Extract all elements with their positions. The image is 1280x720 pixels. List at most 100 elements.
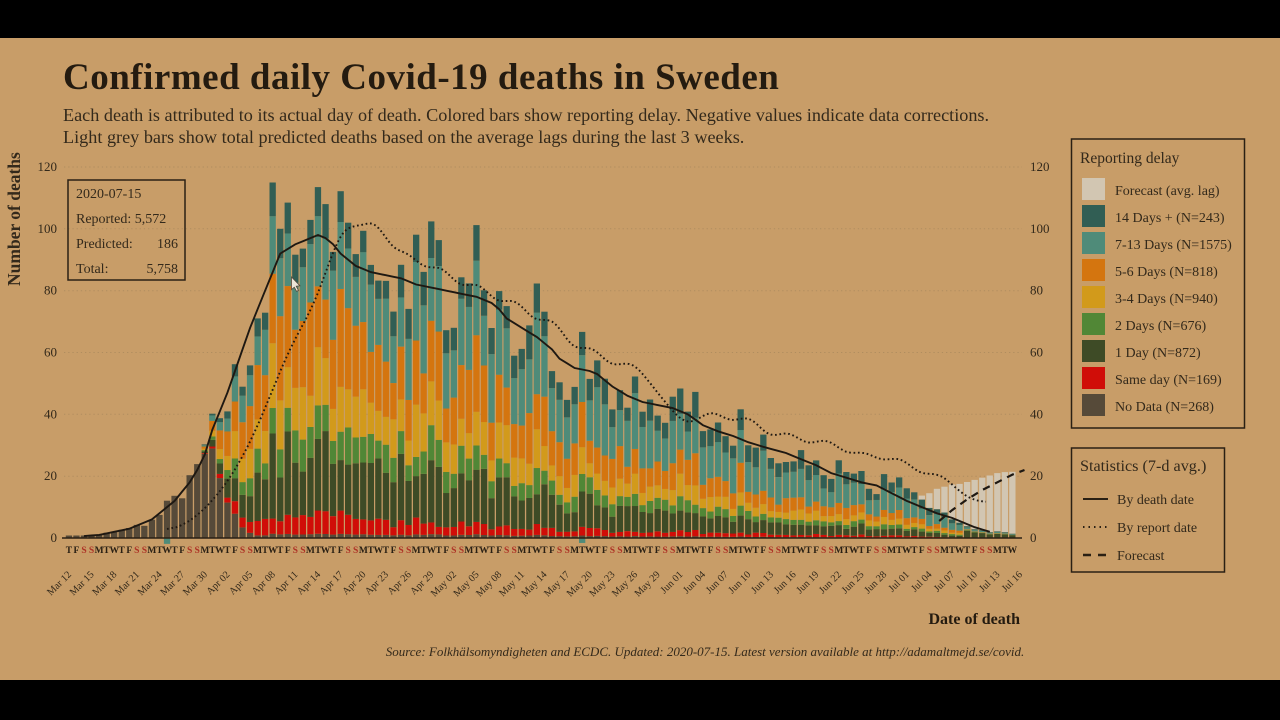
svg-text:Apr 20: Apr 20 <box>340 569 368 597</box>
svg-text:14 Days + (N=243): 14 Days + (N=243) <box>1115 211 1225 226</box>
svg-text:S: S <box>663 546 668 556</box>
svg-text:F: F <box>813 546 819 556</box>
svg-text:S: S <box>81 546 86 556</box>
svg-text:T: T <box>262 546 269 556</box>
svg-text:S: S <box>187 546 192 556</box>
svg-text:Number of deaths: Number of deaths <box>4 152 24 286</box>
svg-text:T: T <box>949 546 956 556</box>
svg-text:Confirmed daily Covid-19 death: Confirmed daily Covid-19 deaths in Swede… <box>63 57 779 98</box>
svg-text:T: T <box>330 546 337 556</box>
svg-text:T: T <box>805 546 812 556</box>
svg-text:Mar 12: Mar 12 <box>45 569 74 598</box>
svg-text:Predicted:: Predicted: <box>76 237 133 252</box>
svg-text:Reporting delay: Reporting delay <box>1080 150 1180 167</box>
svg-text:S: S <box>670 546 675 556</box>
svg-text:S: S <box>240 546 245 556</box>
svg-text:T: T <box>368 546 375 556</box>
svg-text:S: S <box>776 546 781 556</box>
svg-text:80: 80 <box>44 283 57 298</box>
svg-text:W: W <box>162 546 172 556</box>
svg-text:5,758: 5,758 <box>147 262 179 277</box>
svg-text:S: S <box>610 546 615 556</box>
svg-text:W: W <box>215 546 225 556</box>
svg-text:F: F <box>972 546 978 556</box>
svg-text:By report date: By report date <box>1117 521 1197 536</box>
svg-text:20: 20 <box>1030 468 1043 483</box>
svg-text:M: M <box>782 546 791 556</box>
svg-text:S: S <box>142 546 147 556</box>
svg-text:W: W <box>109 546 119 556</box>
svg-text:T: T <box>700 546 707 556</box>
svg-text:Jun 10: Jun 10 <box>727 569 754 596</box>
svg-text:M: M <box>729 546 738 556</box>
svg-text:Reported: 5,572: Reported: 5,572 <box>76 212 166 227</box>
svg-text:Jun 01: Jun 01 <box>659 569 686 596</box>
svg-text:Apr 05: Apr 05 <box>227 569 255 597</box>
svg-text:Statistics (7-d avg.): Statistics (7-d avg.) <box>1080 457 1206 475</box>
svg-text:Total:: Total: <box>76 262 108 277</box>
svg-text:T: T <box>964 546 971 556</box>
svg-text:F: F <box>919 546 925 556</box>
svg-text:Jul 04: Jul 04 <box>909 569 934 594</box>
svg-text:W: W <box>479 546 489 556</box>
svg-text:Forecast (avg. lag): Forecast (avg. lag) <box>1115 184 1220 199</box>
svg-text:Jul 16: Jul 16 <box>1000 569 1025 594</box>
svg-text:100: 100 <box>38 221 58 236</box>
svg-text:S: S <box>987 546 992 556</box>
svg-text:M: M <box>306 546 315 556</box>
svg-text:S: S <box>821 546 826 556</box>
svg-text:T: T <box>632 546 639 556</box>
svg-text:60: 60 <box>1030 345 1043 360</box>
svg-text:W: W <box>585 546 595 556</box>
svg-text:Light grey bars show total pre: Light grey bars show total predicted dea… <box>63 127 744 147</box>
svg-text:S: S <box>874 546 879 556</box>
svg-text:S: S <box>557 546 562 556</box>
svg-text:Mar 27: Mar 27 <box>158 569 187 598</box>
svg-text:T: T <box>224 546 231 556</box>
svg-text:M: M <box>147 546 156 556</box>
svg-text:40: 40 <box>1030 406 1043 421</box>
svg-text:40: 40 <box>44 406 57 421</box>
svg-text:T: T <box>488 546 495 556</box>
svg-text:Jun 04: Jun 04 <box>681 569 708 596</box>
svg-text:F: F <box>73 546 79 556</box>
svg-text:M: M <box>412 546 421 556</box>
svg-text:186: 186 <box>157 237 178 252</box>
svg-text:F: F <box>285 546 291 556</box>
svg-text:T: T <box>436 546 443 556</box>
svg-text:S: S <box>300 546 305 556</box>
svg-text:0: 0 <box>1030 530 1037 545</box>
svg-text:M: M <box>253 546 262 556</box>
svg-text:T: T <box>579 546 586 556</box>
svg-text:W: W <box>955 546 965 556</box>
svg-text:F: F <box>179 546 185 556</box>
svg-text:W: W <box>268 546 278 556</box>
svg-text:M: M <box>993 546 1002 556</box>
svg-text:S: S <box>934 546 939 556</box>
svg-text:Apr 11: Apr 11 <box>273 569 301 597</box>
svg-text:80: 80 <box>1030 283 1043 298</box>
svg-text:F: F <box>126 546 132 556</box>
svg-text:May 29: May 29 <box>633 569 663 599</box>
svg-text:T: T <box>896 546 903 556</box>
svg-text:W: W <box>743 546 753 556</box>
svg-text:Apr 17: Apr 17 <box>318 569 346 597</box>
svg-text:S: S <box>89 546 94 556</box>
svg-text:F: F <box>232 546 238 556</box>
svg-text:M: M <box>570 546 579 556</box>
svg-text:2020-07-15: 2020-07-15 <box>76 187 141 202</box>
svg-text:W: W <box>638 546 648 556</box>
svg-text:No Data (N=268): No Data (N=268) <box>1115 400 1214 415</box>
svg-text:Jul 01: Jul 01 <box>887 569 912 594</box>
svg-text:Apr 23: Apr 23 <box>363 569 391 597</box>
svg-text:F: F <box>602 546 608 556</box>
svg-text:S: S <box>829 546 834 556</box>
svg-text:7-13 Days (N=1575): 7-13 Days (N=1575) <box>1115 238 1232 253</box>
svg-text:60: 60 <box>44 345 57 360</box>
svg-text:5-6 Days (N=818): 5-6 Days (N=818) <box>1115 265 1218 280</box>
svg-text:F: F <box>338 546 344 556</box>
svg-text:T: T <box>103 546 110 556</box>
svg-text:Jun 13: Jun 13 <box>749 569 776 596</box>
svg-text:F: F <box>443 546 449 556</box>
svg-text:S: S <box>768 546 773 556</box>
